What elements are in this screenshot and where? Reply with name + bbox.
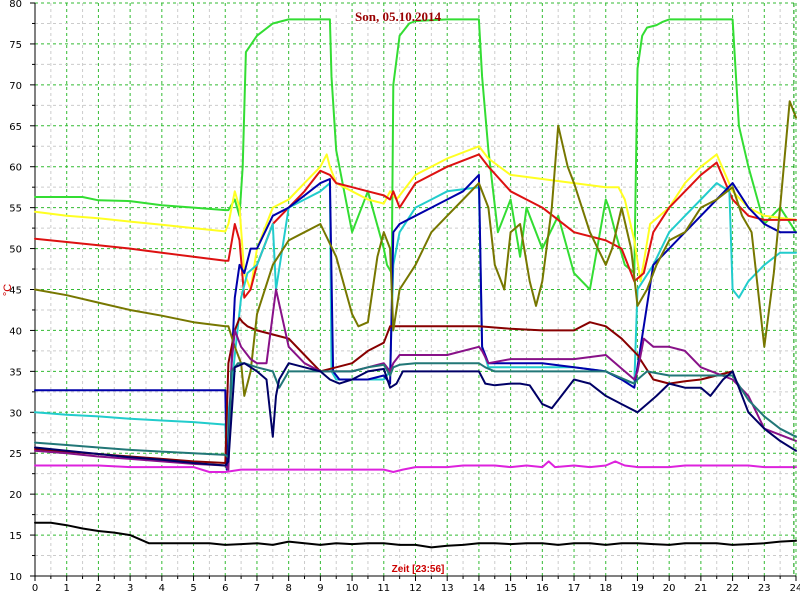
x-tick-label: 9	[317, 583, 323, 594]
x-tick-label: 16	[536, 583, 549, 594]
x-tick-label: 19	[631, 583, 644, 594]
x-axis-label: Zeit [23:56]	[392, 564, 445, 575]
y-tick-label: 45	[9, 286, 22, 297]
series-line-7	[34, 100, 797, 397]
x-tick-label: 15	[504, 583, 517, 594]
x-tick-label: 3	[127, 583, 133, 594]
x-tick-label: 4	[159, 583, 165, 594]
y-axis-label: °C	[2, 284, 14, 296]
x-tick-label: 7	[254, 583, 260, 594]
x-tick-label: 1	[64, 583, 70, 594]
y-tick-label: 55	[9, 204, 22, 215]
y-tick-label: 35	[9, 367, 22, 378]
x-tick-label: 8	[285, 583, 291, 594]
x-tick-label: 23	[758, 583, 771, 594]
series-line-6	[34, 317, 734, 464]
x-tick-label: 17	[568, 583, 581, 594]
x-tick-label: 18	[599, 583, 612, 594]
chart-title: Son, 05.10.2014	[355, 9, 441, 24]
series-line-1	[34, 18, 797, 291]
y-tick-label: 10	[9, 572, 22, 583]
axes	[30, 2, 797, 581]
series-line-11	[34, 460, 797, 473]
grid	[34, 2, 797, 577]
y-tick-label: 65	[9, 122, 22, 133]
x-tick-label: 13	[441, 583, 454, 594]
y-tick-label: 20	[9, 490, 22, 501]
x-tick-label: 0	[32, 583, 38, 594]
x-tick-label: 5	[190, 583, 196, 594]
y-tick-label: 75	[9, 40, 22, 51]
x-tick-label: 24	[790, 583, 800, 594]
series-line-12	[34, 521, 797, 549]
y-tick-label: 80	[9, 0, 22, 10]
x-tick-label: 6	[222, 583, 228, 594]
series-line-5	[34, 173, 797, 471]
series-line-3	[34, 153, 797, 299]
x-tick-label: 11	[377, 583, 390, 594]
x-tick-label: 20	[663, 583, 676, 594]
y-tick-label: 15	[9, 531, 22, 542]
y-tick-label: 60	[9, 163, 22, 174]
series-line-10	[34, 362, 797, 467]
y-tick-label: 30	[9, 408, 22, 419]
x-tick-label: 12	[409, 583, 422, 594]
x-tick-label: 22	[726, 583, 739, 594]
y-tick-label: 70	[9, 81, 22, 92]
y-tick-label: 25	[9, 449, 22, 460]
tick-labels: 0 1 2 3 4 5 6 7 8 9 10 11 12 13 14 15 16 17 18 19 20 21 22 23 24…	[9, 0, 800, 594]
series-lines	[34, 18, 797, 549]
x-tick-label: 10	[346, 583, 359, 594]
x-tick-label: 21	[695, 583, 708, 594]
x-tick-label: 2	[95, 583, 101, 594]
x-tick-label: 14	[473, 583, 486, 594]
y-tick-label: 50	[9, 245, 22, 256]
y-tick-label: 40	[9, 326, 22, 337]
